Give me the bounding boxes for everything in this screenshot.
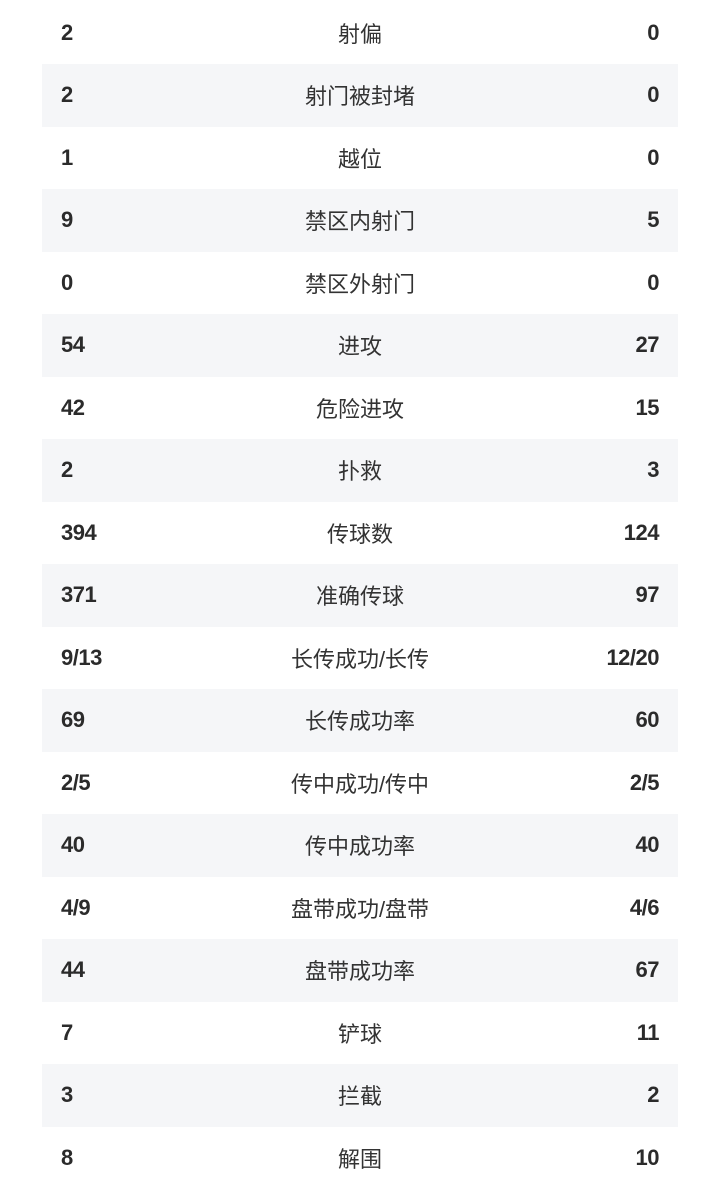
stat-label: 禁区内射门 — [304, 209, 415, 235]
stat-row: 8 解围 10 — [42, 1127, 678, 1190]
home-value: 69 — [61, 707, 85, 733]
stat-row: 40 传中成功率 40 — [42, 814, 678, 877]
away-value: 97 — [635, 582, 660, 608]
away-value: 4/6 — [629, 894, 660, 920]
stat-label: 传中成功率 — [304, 834, 415, 860]
home-value: 1 — [61, 144, 73, 170]
stat-row: 9/13 长传成功/长传 12/20 — [42, 627, 678, 690]
away-value: 0 — [647, 19, 659, 45]
away-value: 5 — [647, 207, 659, 233]
away-value: 40 — [635, 832, 660, 858]
stat-label: 传中成功/传中 — [290, 771, 430, 797]
away-value: 12/20 — [606, 644, 659, 670]
stat-label: 长传成功率 — [304, 709, 415, 735]
away-value: 11 — [636, 1019, 660, 1045]
away-value: 2 — [647, 1082, 659, 1108]
home-value: 40 — [61, 832, 85, 858]
away-value: 124 — [623, 519, 660, 545]
stat-label: 危险进攻 — [315, 396, 404, 422]
home-value: 7 — [61, 1019, 73, 1045]
home-value: 2/5 — [61, 769, 91, 795]
stat-row: 44 盘带成功率 67 — [42, 939, 678, 1002]
stat-label: 射门被封堵 — [304, 84, 415, 110]
stat-row: 371 准确传球 97 — [42, 564, 678, 627]
home-value: 8 — [61, 1144, 73, 1170]
home-value: 371 — [61, 582, 97, 608]
stat-row: 2 射偏 0 — [42, 2, 678, 65]
away-value: 27 — [635, 332, 660, 358]
home-value: 0 — [61, 269, 73, 295]
away-value: 10 — [635, 1144, 660, 1170]
stat-label: 解围 — [337, 1146, 382, 1172]
stat-label: 射偏 — [337, 21, 382, 47]
stat-label: 盘带成功/盘带 — [290, 896, 430, 922]
home-value: 54 — [61, 332, 85, 358]
stat-row: 54 进攻 27 — [42, 314, 678, 377]
stat-row: 2 扑救 3 — [42, 439, 678, 502]
home-value: 2 — [61, 19, 73, 45]
stat-label: 长传成功/长传 — [290, 646, 430, 672]
home-value: 2 — [61, 82, 73, 108]
stat-label: 越位 — [337, 146, 382, 172]
stat-row: 1 越位 0 — [42, 127, 678, 190]
stat-row: 0 禁区外射门 0 — [42, 252, 678, 315]
stat-label: 禁区外射门 — [304, 271, 415, 297]
away-value: 15 — [635, 394, 660, 420]
away-value: 0 — [647, 269, 659, 295]
away-value: 0 — [647, 82, 659, 108]
stat-label: 扑救 — [337, 459, 382, 485]
stat-row: 7 铲球 11 — [42, 1002, 678, 1065]
stat-row: 2/5 传中成功/传中 2/5 — [42, 752, 678, 815]
home-value: 9/13 — [61, 644, 102, 670]
home-value: 42 — [61, 394, 85, 420]
match-stats-table: 2 射偏 0 2 射门被封堵 0 1 越位 0 9 禁区内射门 5 0 禁区外射门 0 54 进攻 27 42 危险进… — [42, 2, 678, 1190]
away-value: 0 — [647, 144, 659, 170]
stat-label: 传球数 — [326, 521, 393, 547]
home-value: 394 — [61, 519, 97, 545]
stat-row: 9 禁区内射门 5 — [42, 189, 678, 252]
stat-label: 准确传球 — [315, 584, 404, 610]
home-value: 9 — [61, 207, 73, 233]
stat-label: 铲球 — [337, 1021, 382, 1047]
home-value: 2 — [61, 457, 73, 483]
away-value: 3 — [647, 457, 659, 483]
stat-row: 69 长传成功率 60 — [42, 689, 678, 752]
stat-row: 3 拦截 2 — [42, 1064, 678, 1127]
stat-row: 394 传球数 124 — [42, 502, 678, 565]
stat-label: 盘带成功率 — [304, 959, 415, 985]
stat-label: 进攻 — [337, 334, 382, 360]
away-value: 2/5 — [629, 769, 660, 795]
home-value: 4/9 — [61, 894, 91, 920]
away-value: 60 — [635, 707, 660, 733]
stat-row: 2 射门被封堵 0 — [42, 64, 678, 127]
stat-label: 拦截 — [337, 1084, 382, 1110]
home-value: 44 — [61, 957, 85, 983]
away-value: 67 — [635, 957, 660, 983]
stat-row: 4/9 盘带成功/盘带 4/6 — [42, 877, 678, 940]
home-value: 3 — [61, 1082, 73, 1108]
stat-row: 42 危险进攻 15 — [42, 377, 678, 440]
